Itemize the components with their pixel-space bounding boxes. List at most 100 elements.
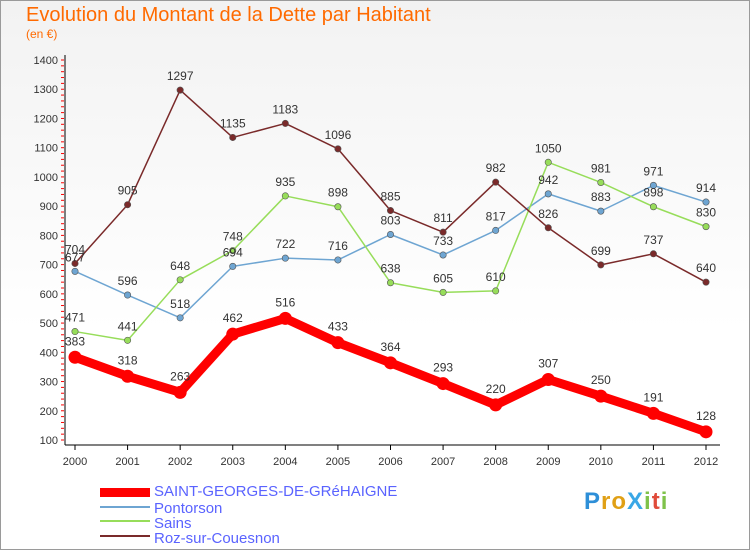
data-point [649, 250, 657, 258]
data-label: 263 [170, 369, 190, 383]
data-point [439, 288, 447, 296]
data-label: 826 [538, 207, 558, 221]
data-point [702, 223, 710, 231]
x-tick-label: 2003 [221, 456, 245, 468]
data-point [334, 203, 342, 211]
data-label: 516 [275, 295, 295, 309]
data-point [544, 224, 552, 232]
data-label: 293 [433, 361, 453, 375]
chart-title: Evolution du Montant de la Dette par Hab… [26, 4, 431, 26]
y-tick-label: 900 [40, 201, 58, 213]
data-label: 803 [380, 214, 400, 228]
data-label: 748 [223, 230, 243, 244]
data-point [386, 279, 394, 287]
data-label: 128 [696, 409, 716, 423]
y-tick-label: 1100 [34, 143, 58, 155]
data-label: 694 [223, 245, 243, 259]
data-point [436, 377, 450, 391]
data-point [71, 259, 79, 267]
x-tick-label: 2012 [694, 456, 718, 468]
legend-swatch-pontorson [100, 506, 150, 508]
legend-swatch-sains [100, 520, 150, 522]
data-label: 942 [538, 173, 558, 187]
data-point [597, 207, 605, 215]
data-label: 1297 [167, 69, 194, 83]
data-point [544, 190, 552, 198]
data-point [68, 350, 82, 364]
y-tick-label: 400 [40, 347, 58, 359]
data-label: 383 [65, 334, 85, 348]
data-point [124, 336, 132, 344]
data-label: 883 [591, 190, 611, 204]
data-label: 471 [65, 311, 85, 325]
logo-letter: P [584, 488, 602, 515]
data-point [649, 203, 657, 211]
data-label: 648 [170, 259, 190, 273]
y-tick-label: 200 [40, 406, 58, 418]
data-label: 1183 [272, 102, 298, 116]
data-label: 935 [275, 175, 295, 189]
data-label: 811 [434, 211, 453, 225]
data-label: 1135 [220, 116, 246, 130]
data-label: 737 [643, 233, 663, 247]
logo-letter: i [660, 488, 669, 515]
data-label: 605 [433, 271, 453, 285]
data-point [229, 133, 237, 141]
data-point [384, 356, 397, 370]
data-label: 699 [591, 244, 611, 258]
data-point [173, 385, 187, 399]
data-point [492, 287, 500, 295]
data-point [226, 327, 240, 341]
data-label: 898 [643, 186, 663, 200]
x-tick-label: 2004 [273, 456, 297, 468]
data-label: 518 [170, 297, 190, 311]
y-tick-label: 500 [40, 318, 58, 330]
data-label: 677 [65, 250, 85, 264]
y-tick-label: 1200 [34, 113, 58, 125]
data-label: 722 [275, 237, 295, 251]
data-point [386, 207, 394, 215]
data-point [278, 311, 292, 325]
y-tick-label: 600 [40, 289, 58, 301]
data-point [702, 198, 710, 206]
logo-letter: t [651, 488, 661, 515]
data-point [281, 119, 289, 127]
data-label: 441 [118, 319, 138, 333]
data-point [439, 251, 447, 259]
data-label: 307 [538, 356, 558, 370]
x-tick-label: 2011 [642, 456, 666, 468]
legend-label-saint-georges: SAINT-GEORGES-DE-GRéHAIGNE [154, 483, 398, 500]
x-tick-label: 2006 [378, 456, 402, 468]
data-point [492, 178, 500, 186]
y-tick-label: 700 [40, 260, 58, 272]
data-point [281, 254, 289, 262]
legend-label-roz-sur-couesnon: Roz-sur-Couesnon [154, 530, 280, 547]
data-label: 640 [696, 261, 716, 275]
x-tick-label: 2008 [483, 456, 507, 468]
data-point [176, 314, 184, 322]
data-label: 885 [380, 190, 400, 204]
data-label: 638 [380, 262, 400, 276]
data-point [124, 291, 132, 299]
x-tick-label: 2000 [63, 456, 87, 468]
data-label: 704 [65, 242, 85, 256]
legend-swatch-saint-georges [100, 487, 150, 497]
logo-letter: o [611, 488, 628, 515]
data-label: 1096 [325, 128, 352, 142]
proxiti-logo: ProXiti [584, 488, 668, 516]
data-point [597, 261, 605, 269]
data-point [71, 328, 79, 336]
y-tick-label: 1000 [34, 172, 58, 184]
data-label: 817 [486, 209, 506, 223]
data-point [597, 178, 605, 186]
data-point [439, 228, 447, 236]
legend-label-pontorson: Pontorson [154, 500, 223, 517]
y-tick-label: 800 [40, 230, 58, 242]
y-tick-label: 100 [40, 435, 58, 447]
logo-letter: i [644, 488, 652, 515]
legend-swatch-roz-sur-couesnon [100, 535, 150, 537]
data-label: 716 [328, 239, 348, 253]
data-point [281, 192, 289, 200]
